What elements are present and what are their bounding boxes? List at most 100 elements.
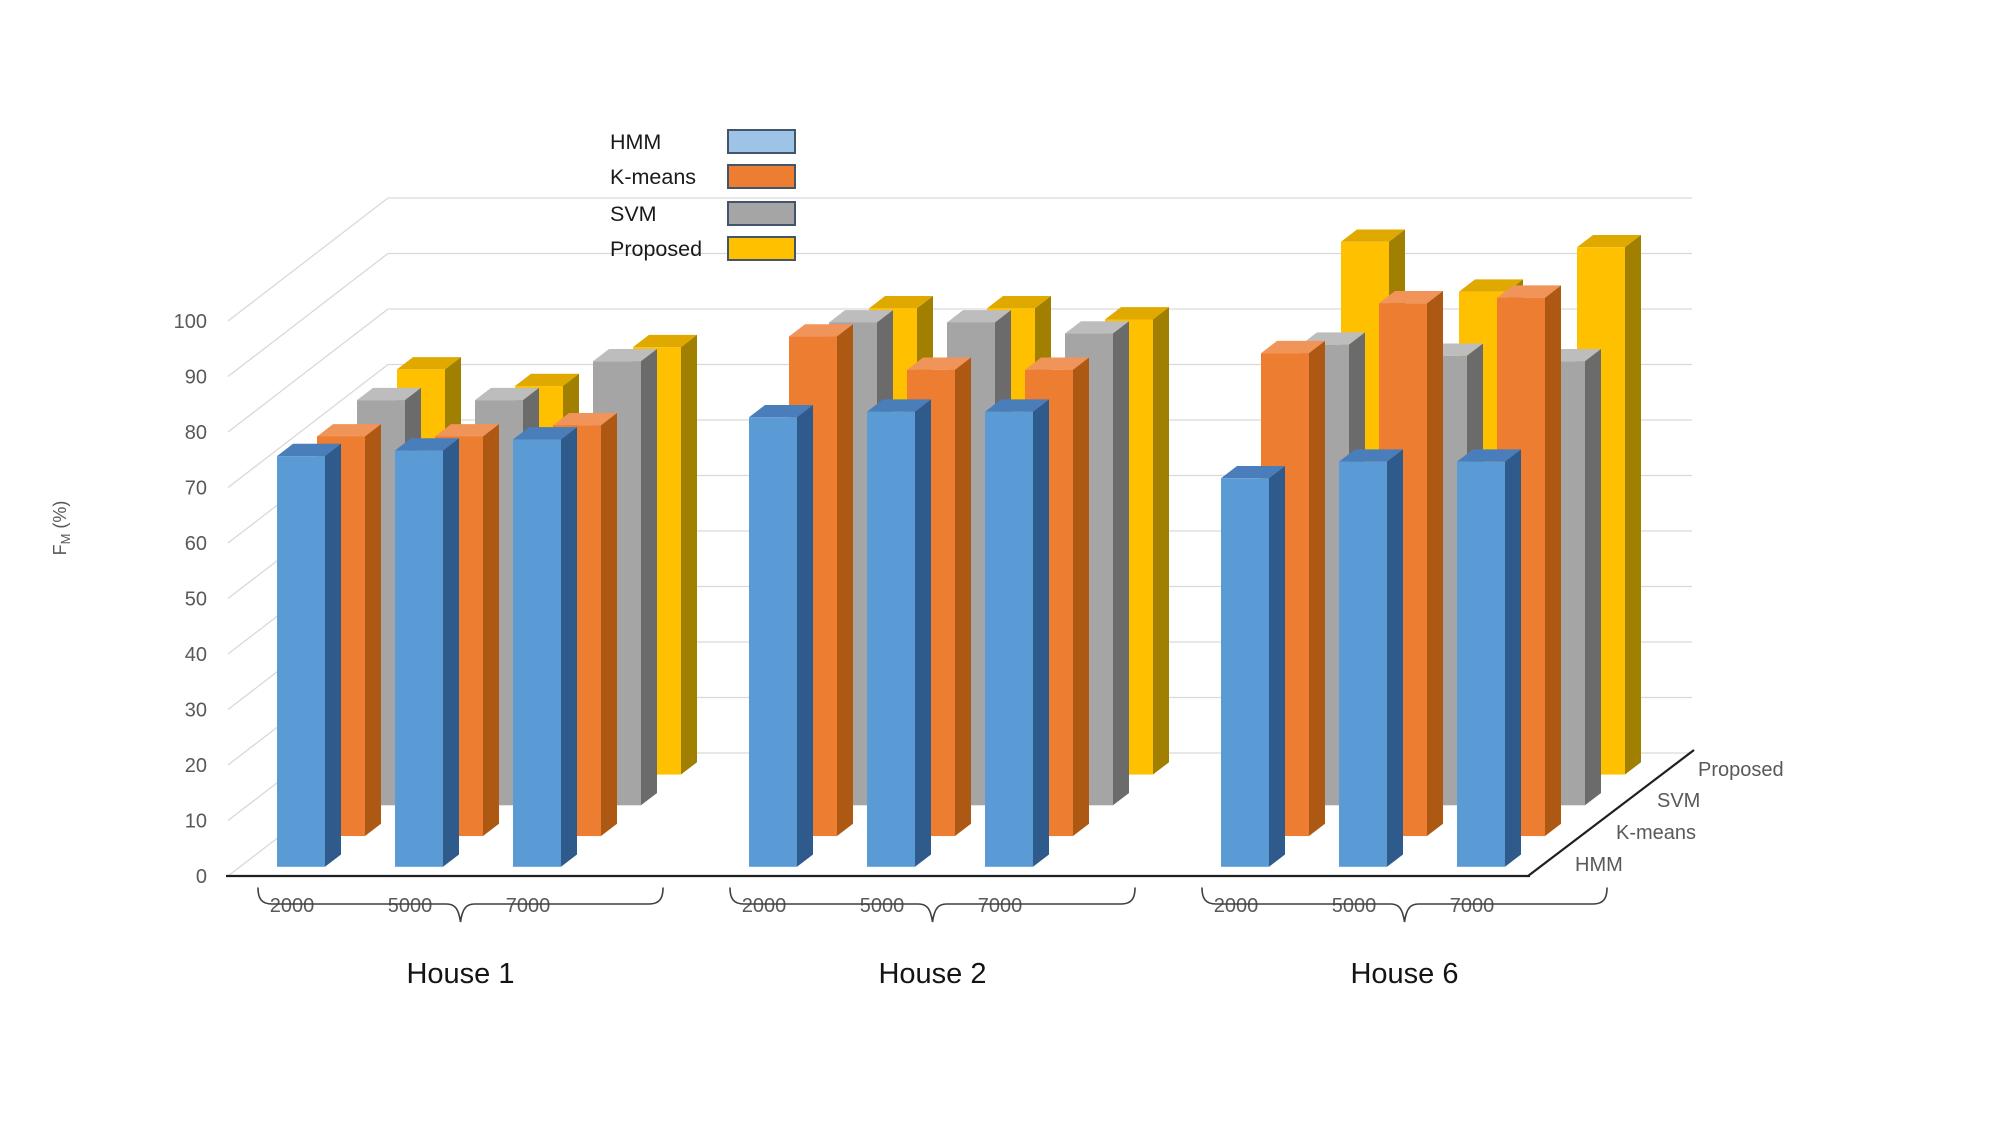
sample-size-tick-label: 2000 (1214, 895, 1259, 917)
bar-front-face (395, 450, 443, 867)
bar-HMM-House1-7000 (513, 427, 577, 867)
bar-front-face (277, 456, 325, 867)
bar-HMM-House6-2000 (1221, 466, 1285, 867)
bar-top-face (869, 296, 933, 309)
bar-side-face (365, 424, 381, 837)
bar-top-face (985, 399, 1049, 412)
bar-HMM-House2-7000 (985, 399, 1049, 867)
bar-top-face (317, 424, 381, 437)
bar-top-face (1221, 466, 1285, 479)
bar-top-face (475, 387, 539, 401)
sample-size-tick-label: 5000 (1332, 895, 1377, 917)
bar-side-face (1269, 466, 1285, 867)
sample-size-tick-label: 7000 (506, 895, 551, 917)
bar-top-face (1025, 357, 1089, 370)
bar-side-face (915, 399, 931, 867)
bar-side-face (641, 349, 657, 806)
bar-top-face (789, 324, 853, 337)
y-tick-label: 40 (185, 644, 207, 666)
bar-side-face (443, 438, 459, 867)
left-wall-gridline (227, 308, 389, 433)
bar-top-face (1105, 307, 1169, 320)
bar-top-face (277, 443, 341, 457)
bar-side-face (797, 404, 813, 867)
bar-top-face (907, 357, 971, 370)
bar-front-face (1221, 478, 1269, 867)
sample-size-tick-label: 5000 (388, 895, 433, 917)
bar-top-face (749, 404, 813, 418)
bar-top-face (1261, 340, 1325, 354)
bar-top-face (1497, 285, 1561, 298)
bar-side-face (1545, 285, 1561, 837)
bar-side-face (601, 413, 617, 837)
sample-size-tick-label: 5000 (860, 895, 905, 917)
bar-top-face (947, 310, 1011, 323)
legend-swatch-K-means (727, 164, 796, 189)
bar-side-face (483, 424, 499, 837)
bar-side-face (1505, 449, 1521, 867)
bar-top-face (395, 438, 459, 451)
left-wall-gridline (227, 197, 389, 322)
bar-side-face (1625, 235, 1641, 775)
bar-HMM-House2-2000 (749, 404, 813, 867)
bar-top-face (987, 296, 1051, 309)
bar-side-face (681, 334, 697, 775)
y-axis-title: FM (%) (50, 501, 73, 556)
y-tick-label: 0 (196, 866, 207, 888)
y-tick-label: 80 (185, 422, 207, 444)
depth-axis-label: SVM (1657, 790, 1700, 812)
bar-top-face (435, 424, 499, 437)
category-axis: 2000 5000 7000 House 1 2000 5000 7000 House 2 20… (257, 887, 1608, 990)
bar-side-face (837, 324, 853, 837)
house-group-brace (729, 887, 1136, 923)
legend-swatch-SVM (727, 201, 796, 226)
house-group-label: House 2 (878, 958, 986, 990)
y-axis-tick-labels: 0 10 20 30 40 50 60 70 80 90 100 (174, 311, 207, 888)
bar-front-face (513, 439, 561, 867)
legend-swatch-Proposed (727, 236, 796, 261)
bar-top-face (1577, 235, 1641, 248)
bar-side-face (1427, 290, 1443, 837)
left-wall-gridline (227, 363, 389, 489)
bar-side-face (1153, 307, 1169, 775)
bar-top-face (397, 357, 461, 370)
legend-label: SVM (610, 202, 657, 226)
bar-top-face (1341, 229, 1405, 242)
depth-axis-line (1527, 749, 1695, 877)
bar-top-face (1457, 449, 1521, 462)
legend-swatch-HMM (727, 129, 796, 154)
bar-side-face (1585, 349, 1601, 806)
bar-top-face (867, 399, 931, 412)
depth-axis-labels: HMM K-means SVM Proposed (1575, 759, 1784, 876)
bar-HMM-House6-7000 (1457, 449, 1521, 867)
bar-HMM-House1-2000 (277, 443, 341, 867)
bar-HMM-House6-5000 (1339, 449, 1403, 867)
bar-HMM-House2-5000 (867, 399, 931, 867)
y-tick-label: 90 (185, 367, 207, 389)
bar-front-face (749, 417, 797, 867)
legend-label: Proposed (610, 237, 702, 261)
legend-label: HMM (610, 130, 661, 154)
bar-side-face (1309, 340, 1325, 837)
bar-side-face (325, 443, 341, 867)
depth-axis-label: K-means (1616, 822, 1696, 844)
bar-side-face (1113, 321, 1129, 806)
bar-front-face (867, 411, 915, 867)
bar-top-face (1379, 290, 1443, 304)
bar-top-face (513, 427, 577, 440)
bar-side-face (955, 357, 971, 837)
house-group-label: House 1 (406, 958, 514, 990)
bar-top-face (1459, 279, 1523, 292)
y-tick-label: 30 (185, 700, 207, 722)
y-tick-label: 100 (174, 311, 207, 333)
bar-side-face (1387, 449, 1403, 867)
house-group-brace (1201, 887, 1608, 923)
bar-top-face (829, 310, 893, 323)
bar-top-face (1339, 449, 1403, 462)
house-group-label: House 6 (1350, 958, 1458, 990)
bar-side-face (561, 427, 577, 867)
bar-top-face (357, 387, 421, 401)
depth-axis-label: Proposed (1698, 759, 1784, 781)
